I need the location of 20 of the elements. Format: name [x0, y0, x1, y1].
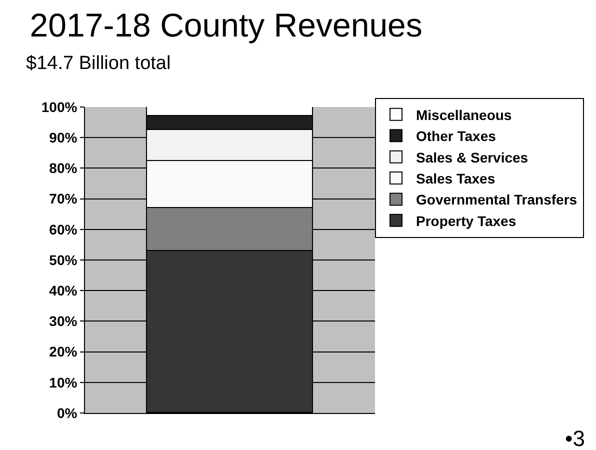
y-tick-label: 60% [49, 221, 78, 238]
legend-label: Governmental Transfers [416, 192, 578, 208]
chart-subtitle: $14.7 Billion total [26, 53, 171, 74]
y-tick-label: 20% [49, 344, 78, 360]
chart-title: 2017-18 County Revenues [30, 6, 422, 44]
y-tick-label: 50% [49, 252, 78, 268]
y-tick-label: 80% [49, 160, 78, 176]
y-tick-label: 70% [49, 190, 78, 207]
y-tick-label: 100% [41, 98, 78, 115]
y-tick-label: 10% [49, 374, 78, 390]
legend-label: Sales Taxes [416, 170, 496, 186]
text: •3 [565, 426, 585, 450]
y-tick-label: 0% [56, 404, 78, 421]
legend-label: Miscellaneous [416, 106, 512, 123]
legend-label: Property Taxes [416, 212, 516, 229]
y-tick-label: 30% [49, 313, 78, 330]
y-tick-label: 40% [49, 282, 78, 298]
y-tick-label: 90% [49, 130, 78, 146]
legend-label: Sales & Services [416, 149, 528, 166]
legend-label: Other Taxes [416, 128, 496, 144]
